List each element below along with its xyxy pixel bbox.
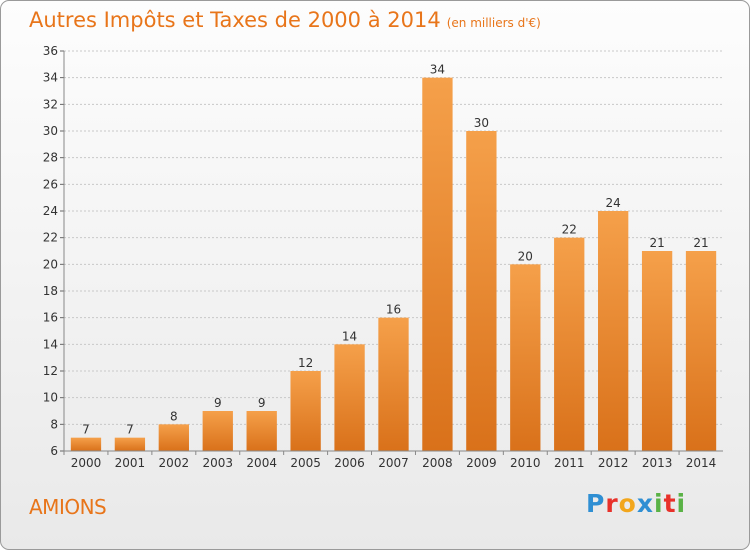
- bar-value-label: 34: [430, 63, 445, 77]
- x-tick-label: 2010: [510, 456, 541, 470]
- x-tick-label: 2005: [290, 456, 321, 470]
- bar-value-label: 22: [562, 223, 577, 237]
- logo-letter: r: [605, 489, 619, 518]
- bar: [202, 411, 233, 451]
- bar: [685, 251, 717, 451]
- y-tick-label: 12: [43, 364, 58, 378]
- y-tick-label: 22: [43, 231, 58, 245]
- y-tick-label: 6: [50, 444, 58, 458]
- bar-value-label: 8: [170, 409, 178, 423]
- bar: [598, 211, 629, 451]
- y-axis: 6 8 10 12 14 16 18 20 22 24 26 28 30 32 34 36: [43, 44, 65, 458]
- bar-value-label: 7: [82, 423, 90, 437]
- x-tick-label: 2006: [334, 456, 365, 470]
- x-tick-label: 2003: [202, 456, 233, 470]
- x-tick-label: 2009: [466, 456, 497, 470]
- bar-value-label: 21: [693, 236, 708, 250]
- x-axis: 2000 2001 2002 2003 2004 2005 2006 2007 2008 2009…: [63, 450, 723, 470]
- bar-value-label: 12: [298, 356, 313, 370]
- bar-value-label: 9: [258, 396, 266, 410]
- x-tick-label: 2013: [642, 456, 673, 470]
- bar: [554, 237, 585, 451]
- x-tick-label: 2001: [115, 456, 146, 470]
- logo-letter: i: [654, 489, 664, 518]
- y-tick-label: 36: [43, 44, 58, 58]
- y-tick-label: 10: [43, 391, 58, 405]
- y-tick-label: 18: [43, 284, 58, 298]
- bar: [422, 77, 453, 452]
- bar-value-label: 16: [386, 303, 401, 317]
- y-tick-label: 30: [43, 124, 58, 138]
- x-tick-label: 2007: [378, 456, 409, 470]
- bar: [246, 411, 277, 451]
- bar: [290, 371, 321, 451]
- x-tick-label: 2000: [71, 456, 102, 470]
- logo-letter: x: [636, 489, 654, 518]
- bar: [114, 437, 146, 451]
- x-tick-label: 2011: [554, 456, 585, 470]
- y-tick-label: 26: [43, 177, 58, 191]
- chart-title-main: Autres Impôts et Taxes de 2000 à 2014: [29, 8, 441, 32]
- bar-value-label: 30: [474, 116, 489, 130]
- x-tick-label: 2002: [159, 456, 190, 470]
- x-tick-label: 2004: [246, 456, 277, 470]
- commune-name: AMIONS: [29, 495, 107, 519]
- bar: [641, 251, 673, 451]
- y-tick-label: 20: [43, 257, 58, 271]
- y-tick-label: 32: [43, 97, 58, 111]
- bar: [466, 131, 497, 451]
- bar: [510, 264, 541, 451]
- logo-letter: o: [618, 489, 637, 518]
- bar: [378, 317, 409, 451]
- y-tick-label: 8: [50, 417, 58, 431]
- x-tick-label: 2012: [598, 456, 629, 470]
- logo-letter: i: [676, 489, 687, 518]
- y-tick-label: 34: [43, 71, 58, 85]
- bars: 7 7 8 9 9 12 14 16 34 30 20 22 24 21 21: [70, 63, 717, 452]
- bar-value-label: 14: [342, 329, 357, 343]
- bar-value-label: 21: [649, 236, 664, 250]
- bar: [334, 344, 365, 451]
- bar: [70, 437, 102, 451]
- bar-value-label: 7: [126, 423, 134, 437]
- bar-value-label: 9: [214, 396, 222, 410]
- proxiti-logo: Proxiti: [586, 489, 686, 518]
- y-tick-label: 14: [43, 337, 58, 351]
- logo-letter: P: [586, 489, 606, 518]
- y-tick-label: 28: [43, 151, 58, 165]
- chart-title: Autres Impôts et Taxes de 2000 à 2014 (en…: [29, 8, 541, 32]
- y-tick-label: 16: [43, 311, 58, 325]
- bar-value-label: 24: [606, 196, 621, 210]
- x-tick-label: 2014: [686, 456, 717, 470]
- bar: [158, 424, 189, 451]
- bar-value-label: 20: [518, 249, 533, 263]
- chart-subtitle: (en milliers d'€): [446, 16, 541, 30]
- y-tick-label: 24: [43, 204, 58, 218]
- x-tick-label: 2008: [422, 456, 453, 470]
- logo-letter: t: [663, 489, 677, 518]
